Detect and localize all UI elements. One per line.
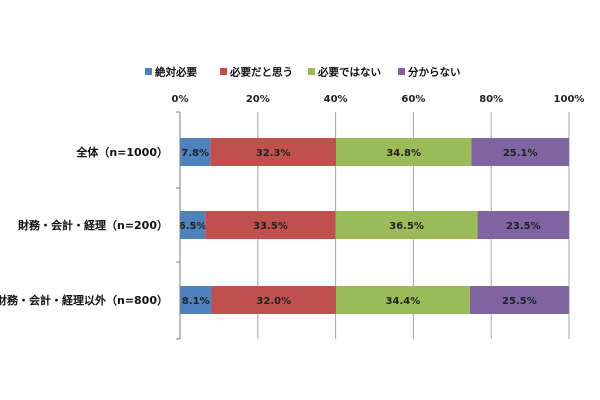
data-label: 32.0%: [256, 296, 291, 307]
data-label: 34.4%: [386, 296, 421, 307]
bar-segment: [211, 286, 336, 314]
legend-label: 分からない: [408, 66, 461, 79]
category-label: 財務・会計・経理（n=200）: [17, 218, 168, 232]
y-axis-category-labels: 全体（n=1000） 財務・会計・経理（n=200） 財務・会計・経理以外（n=80…: [0, 145, 168, 307]
x-axis-tick-labels: 0% 20% 40% 60% 80% 100%: [172, 94, 585, 105]
legend-swatch: [145, 68, 152, 75]
category-label: 財務・会計・経理以外（n=800）: [0, 293, 168, 307]
bar-segment: [471, 138, 569, 166]
bar-segment: [477, 211, 569, 239]
bar-segment: [335, 211, 478, 239]
legend-label: 必要だと思う: [229, 66, 293, 79]
legend-swatch: [220, 68, 227, 75]
data-label: 23.5%: [506, 221, 541, 232]
legend-swatch: [398, 68, 405, 75]
x-tick-label: 0%: [172, 94, 189, 105]
x-tick-label: 60%: [401, 94, 425, 105]
data-label: 32.3%: [256, 148, 291, 159]
data-label: 8.1%: [182, 296, 210, 307]
bar-segment: [210, 138, 336, 166]
bar-segment: [180, 138, 211, 166]
data-label: 34.8%: [386, 148, 421, 159]
data-label: 7.8%: [181, 148, 209, 159]
bar-segment: [335, 138, 472, 166]
x-tick-label: 20%: [246, 94, 270, 105]
bar-segment: [335, 286, 470, 314]
data-label: 36.5%: [389, 221, 424, 232]
axes: [176, 111, 181, 340]
x-tick-label: 80%: [479, 94, 503, 105]
legend-label: 絶対必要: [155, 66, 197, 79]
data-label: 33.5%: [253, 221, 288, 232]
bar-segment: [469, 286, 569, 314]
legend: 絶対必要 必要だと思う 必要ではない 分からない: [145, 66, 461, 79]
legend-swatch: [308, 68, 315, 75]
x-tick-label: 100%: [554, 94, 585, 105]
x-tick-label: 40%: [324, 94, 348, 105]
bar-segment: [180, 211, 206, 239]
data-label: 25.1%: [503, 148, 538, 159]
legend-label: 必要ではない: [317, 66, 381, 79]
data-label: 25.5%: [502, 296, 537, 307]
data-label: 6.5%: [179, 221, 207, 232]
bar-segment: [180, 286, 212, 314]
bars: 7.8% 32.3% 34.8% 25.1% 6.5% 33.5% 36.5% 23.5% 8.…: [179, 138, 569, 314]
category-label: 全体（n=1000）: [75, 145, 168, 159]
bar-segment: [205, 211, 336, 239]
